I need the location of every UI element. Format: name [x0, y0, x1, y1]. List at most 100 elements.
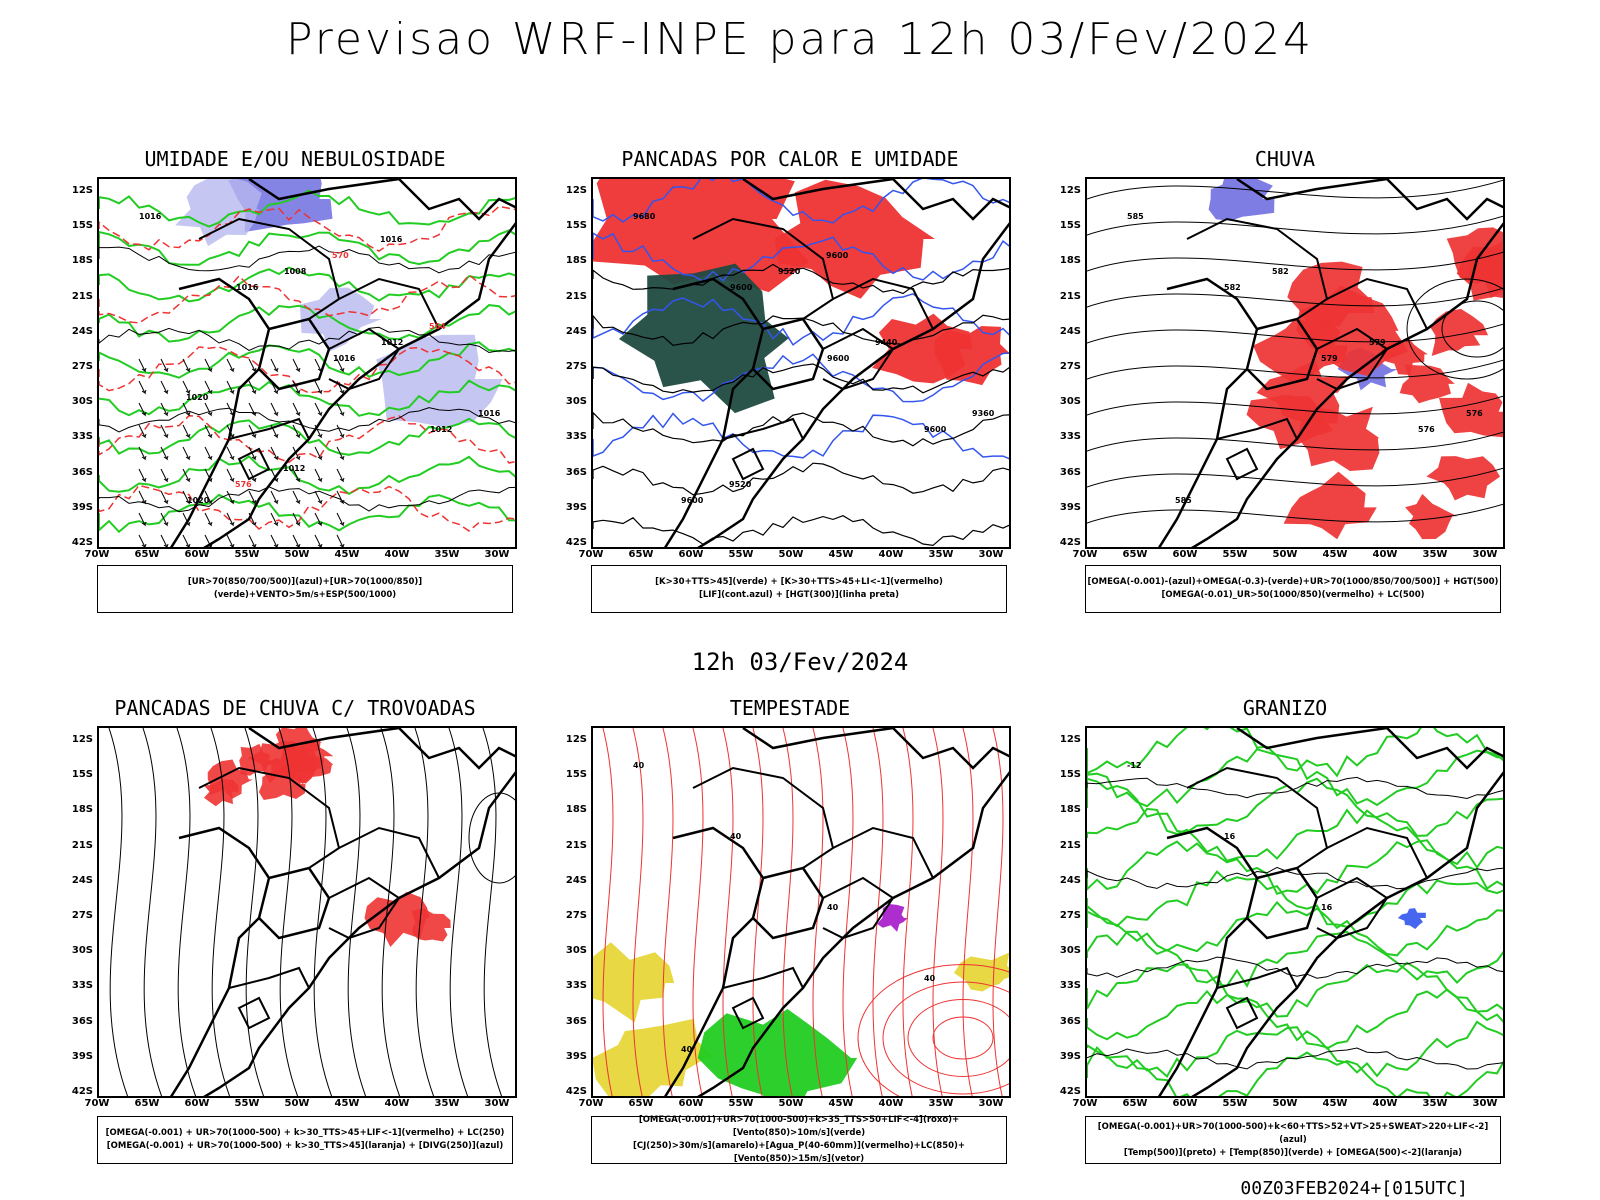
map-svg: -12 16 16	[1087, 728, 1503, 1096]
wind-vector	[336, 446, 345, 461]
wind-vector	[292, 534, 301, 547]
latitude-tick-label: 21S	[1059, 839, 1081, 851]
wind-vector	[182, 358, 191, 373]
latitude-tick-label: 30S	[1059, 396, 1081, 408]
humidity-green-contour	[99, 229, 515, 266]
longitude-tick-label: 55W	[1222, 549, 1248, 560]
longitude-tick-label: 70W	[1072, 1098, 1098, 1109]
longitude-tick-label: 45W	[334, 1098, 360, 1109]
lc250-streamline	[346, 728, 367, 1096]
contour-label: 9680	[633, 212, 656, 221]
hgt300-black-contour	[593, 462, 1009, 496]
latitude-tick-label: 36S	[71, 466, 93, 478]
longitude-tick-label: 30W	[484, 549, 510, 560]
panel-title: UMIDADE E/OU NEBULOSIDADE	[144, 147, 446, 171]
panel-legend: [OMEGA(-0.001)+UR>70(1000-500)+k>35_TTS>…	[591, 1115, 1007, 1164]
latitude-tick-label: 27S	[71, 361, 93, 372]
forecast-map: 9680 9600 9600 9600 9600 9520 9440 9360 9520 9600	[591, 177, 1011, 549]
thunderstorm-red-region	[411, 908, 451, 942]
contour-label: 1012	[430, 425, 452, 434]
latitude-tick-label: 12S	[565, 734, 587, 745]
longitude-tick-label: 60W	[184, 1098, 210, 1109]
wind-vector	[270, 380, 279, 395]
longitude-tick-label: 65W	[628, 549, 654, 560]
longitude-tick-label: 35W	[928, 1098, 954, 1109]
wind-vector	[160, 402, 169, 417]
latitude-tick-label: 18S	[71, 804, 93, 816]
longitude-tick-label: 35W	[434, 549, 460, 560]
latitude-tick-label: 42S	[1059, 537, 1081, 548]
temp850-green-contour	[1087, 748, 1503, 808]
temp850-green-contour	[1087, 1020, 1503, 1078]
latitude-tick-label: 18S	[1059, 255, 1081, 267]
latitude-tick-label: 36S	[565, 1015, 587, 1027]
latitude-tick-label: 24S	[1059, 874, 1081, 886]
latitude-tick-label: 24S	[565, 325, 587, 337]
legend-line: [K>30+TTS>45](verde) + [K>30+TTS>45+LI<-…	[655, 577, 943, 587]
contour-label: 16	[1321, 903, 1333, 912]
forecast-map: 585 582 579 576 585 582 579 576	[1085, 177, 1505, 549]
wind-vector	[270, 402, 279, 417]
rain-red-region	[1298, 406, 1380, 471]
heat-humidity-red-region	[774, 179, 935, 299]
legend-line: [OMEGA(-0.001) + UR>70(1000-500) + k>30_…	[105, 1128, 505, 1138]
country-borders	[1158, 728, 1503, 1096]
hgt300-black-contour	[593, 263, 1009, 295]
wind-vector	[204, 446, 213, 461]
contour-label: 9600	[827, 354, 850, 363]
wind-vector	[182, 446, 191, 461]
wind-vector	[226, 380, 235, 395]
longitude-tick-label: 65W	[628, 1098, 654, 1109]
longitude-tick-label: 50W	[778, 1098, 804, 1109]
longitude-tick-label: 65W	[1122, 1098, 1148, 1109]
wind-vector	[138, 424, 147, 439]
lc850-red-streamline	[752, 728, 764, 1096]
temp850-green-contour	[1087, 839, 1503, 896]
contour-label: 1016	[478, 409, 501, 418]
latitude-tick-label: 27S	[71, 910, 93, 921]
hgt500-streamline	[1087, 467, 1503, 488]
latitude-tick-label: 30S	[71, 396, 93, 408]
lc850-red-streamline	[902, 728, 914, 1096]
latitude-tick-label: 12S	[71, 185, 93, 196]
cyclone-red-ring	[907, 999, 1009, 1077]
wind850-green-region	[697, 1009, 858, 1096]
wind-vector	[138, 402, 147, 417]
longitude-tick-label: 40W	[384, 1098, 410, 1109]
latitude-tick-label: 33S	[565, 980, 587, 992]
longitude-tick-label: 70W	[578, 1098, 604, 1109]
longitude-tick-label: 45W	[334, 549, 360, 560]
latitude-tick-label: 30S	[565, 945, 587, 957]
wind-vector	[248, 402, 257, 417]
map-svg	[108, 728, 515, 1096]
lc250-streamline	[278, 728, 299, 1096]
wind-vector	[314, 512, 323, 527]
map-svg: 585 582 579 576 585 582 579 576	[1087, 179, 1503, 547]
hgt500-streamline	[1087, 215, 1503, 236]
contour-label: 9520	[729, 480, 752, 489]
wind-vector	[182, 534, 191, 547]
wind-vector	[204, 358, 213, 373]
hail-blue-region	[1397, 908, 1426, 929]
latitude-tick-label: 42S	[71, 537, 93, 548]
wind-vector	[138, 446, 147, 461]
longitude-tick-label: 35W	[434, 1098, 460, 1109]
lc250-streamline	[176, 728, 197, 1096]
main-title: Previsao WRF-INPE para 12h 03/Fev/2024	[286, 14, 1314, 65]
latitude-tick-label: 42S	[1059, 1086, 1081, 1097]
wind-vector	[204, 402, 213, 417]
longitude-tick-label: 30W	[1472, 1098, 1498, 1109]
latitude-tick-label: 33S	[1059, 980, 1081, 992]
temp850-green-contour	[1087, 870, 1503, 928]
lc250-streamline	[448, 728, 469, 1096]
legend-line: [UR>70(850/700/500)](azul)+[UR>70(1000/8…	[187, 577, 423, 600]
wind-vector	[314, 380, 323, 395]
wind-vector	[204, 490, 213, 505]
wind-vector	[226, 512, 235, 527]
hgt500-streamline	[1087, 251, 1503, 272]
wind-vector	[182, 380, 191, 395]
longitude-tick-label: 50W	[284, 549, 310, 560]
longitude-tick-label: 70W	[578, 549, 604, 560]
thunderstorm-red-region	[279, 755, 323, 784]
wind-vector	[226, 446, 235, 461]
